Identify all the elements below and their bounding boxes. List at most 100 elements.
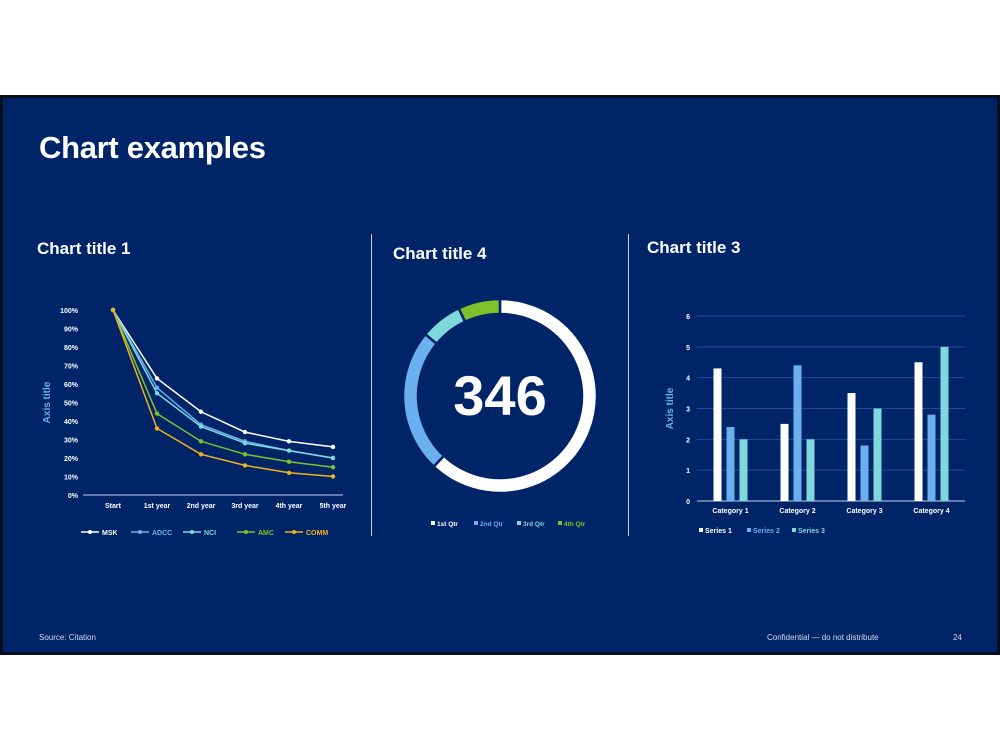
legend-marker-comm bbox=[292, 530, 296, 534]
data-point-msk bbox=[330, 444, 336, 450]
bar-series-1 bbox=[914, 362, 923, 501]
y-tick-label: 30% bbox=[64, 438, 79, 445]
data-point-comm bbox=[198, 452, 204, 457]
data-point-amc bbox=[242, 452, 248, 457]
y-tick-label: 3 bbox=[686, 407, 690, 414]
y-axis-title: Axis title bbox=[665, 387, 676, 429]
bar-chart-title: Chart title 3 bbox=[647, 238, 741, 257]
y-tick-label: 80% bbox=[64, 345, 79, 352]
x-tick-label: 1st year bbox=[144, 503, 171, 510]
x-tick-label: Category 4 bbox=[913, 508, 949, 515]
slide: Chart examples Chart title 1 0% 10% 20% 30%… bbox=[0, 95, 1000, 655]
slide-title: Chart examples bbox=[39, 130, 266, 165]
data-point-nci bbox=[330, 455, 336, 461]
y-tick-label: 90% bbox=[64, 327, 79, 334]
data-point-comm bbox=[110, 307, 116, 313]
data-point-amc bbox=[154, 411, 160, 416]
data-point-nci bbox=[286, 448, 292, 453]
y-tick-label: 40% bbox=[64, 419, 79, 426]
legend-label-3rd-qtr: 3rd Qtr bbox=[523, 521, 545, 528]
data-point-comm bbox=[154, 426, 160, 431]
legend-label-comm: COMM bbox=[306, 530, 328, 537]
x-tick-label: 3rd year bbox=[231, 503, 259, 510]
legend-label-4th-qtr: 4th Qtr bbox=[564, 521, 586, 528]
y-tick-label: 0% bbox=[68, 493, 79, 500]
data-point-msk bbox=[242, 429, 248, 435]
y-tick-label: 2 bbox=[686, 437, 690, 444]
series-line-nci bbox=[112, 309, 334, 459]
page-number: 24 bbox=[953, 633, 962, 642]
donut-slice-4th-qtr bbox=[457, 297, 502, 324]
donut-legend: 1st Qtr 2nd Qtr 3rd Qtr 4th Qtr bbox=[431, 521, 586, 528]
legend-marker-nci bbox=[190, 530, 194, 534]
data-point-comm bbox=[330, 474, 336, 479]
donut-center-value: 346 bbox=[453, 364, 547, 427]
legend-label-amc: AMC bbox=[258, 530, 274, 537]
donut-slice-3rd-qtr bbox=[423, 306, 467, 346]
series-line-comm bbox=[112, 309, 334, 478]
y-tick-label: 0 bbox=[686, 499, 690, 506]
legend-label-series-2: Series 2 bbox=[753, 528, 780, 535]
legend-swatch-3rd-qtr bbox=[517, 521, 521, 525]
data-point-adcc bbox=[154, 385, 160, 390]
data-point-nci bbox=[154, 391, 160, 396]
y-tick-label: 4 bbox=[686, 376, 690, 383]
x-tick-label: 4th year bbox=[276, 503, 303, 510]
legend-label-msk: MSK bbox=[102, 530, 118, 537]
donut-chart-title: Chart title 4 bbox=[393, 244, 487, 263]
legend-swatch-series-3 bbox=[792, 528, 796, 532]
x-tick-label: Category 1 bbox=[712, 508, 748, 515]
bar-series-2 bbox=[793, 365, 802, 501]
confidential-note: Confidential — do not distribute bbox=[767, 633, 879, 642]
legend-label-1st-qtr: 1st Qtr bbox=[437, 521, 458, 528]
divider-left bbox=[371, 234, 372, 536]
series-line-amc bbox=[112, 309, 334, 468]
series-line-msk bbox=[112, 309, 334, 448]
bar-series-1 bbox=[847, 393, 856, 501]
x-tick-label: Start bbox=[105, 503, 122, 510]
line-chart: 0% 10% 20% 30% 40% 50% 60% 70% 80% 90% 100% Start 1s… bbox=[42, 307, 347, 537]
legend-marker-amc bbox=[244, 530, 248, 534]
y-tick-label: 20% bbox=[64, 456, 79, 463]
bar-series-1 bbox=[780, 423, 789, 501]
legend-label-nci: NCI bbox=[204, 530, 216, 537]
legend-marker-adcc bbox=[138, 530, 142, 534]
bar-chart: 0 1 2 3 4 5 6 Axis title Category 1 Category 2 Cat… bbox=[665, 314, 965, 535]
data-point-amc bbox=[286, 459, 292, 464]
series-line-adcc bbox=[112, 309, 334, 459]
legend-label-series-1: Series 1 bbox=[705, 528, 732, 535]
y-axis-title: Axis title bbox=[42, 381, 53, 423]
legend-label-series-3: Series 3 bbox=[798, 528, 825, 535]
y-tick-label: 60% bbox=[64, 382, 79, 389]
data-point-msk bbox=[286, 439, 292, 444]
y-tick-label: 1 bbox=[686, 468, 690, 475]
bar-series-2 bbox=[726, 427, 735, 501]
y-tick-label: 6 bbox=[686, 314, 690, 321]
data-point-amc bbox=[330, 465, 336, 470]
data-point-nci bbox=[242, 441, 248, 446]
x-tick-label: Category 2 bbox=[779, 508, 815, 515]
source-citation: Source: Citation bbox=[39, 633, 96, 642]
line-chart-title: Chart title 1 bbox=[37, 239, 131, 258]
bar-series-3 bbox=[739, 439, 748, 501]
bar-series-2 bbox=[860, 445, 869, 501]
data-point-comm bbox=[242, 463, 248, 468]
legend-label-2nd-qtr: 2nd Qtr bbox=[480, 521, 504, 528]
data-point-comm bbox=[286, 470, 292, 475]
bar-series-2 bbox=[927, 414, 936, 501]
y-tick-label: 5 bbox=[686, 345, 690, 352]
legend-swatch-series-2 bbox=[747, 528, 751, 532]
x-tick-label: 5th year bbox=[320, 503, 347, 510]
data-point-amc bbox=[198, 439, 204, 444]
legend-swatch-series-1 bbox=[699, 528, 703, 532]
bar-series-3 bbox=[940, 346, 949, 501]
data-point-msk bbox=[198, 409, 204, 414]
y-tick-label: 100% bbox=[60, 308, 79, 315]
divider-right bbox=[628, 234, 629, 536]
data-point-nci bbox=[198, 424, 204, 429]
bar-series-3 bbox=[806, 439, 815, 501]
legend-swatch-1st-qtr bbox=[431, 521, 435, 525]
x-tick-label: 2nd year bbox=[187, 503, 216, 510]
legend-swatch-2nd-qtr bbox=[474, 521, 478, 525]
y-tick-label: 70% bbox=[64, 364, 79, 371]
